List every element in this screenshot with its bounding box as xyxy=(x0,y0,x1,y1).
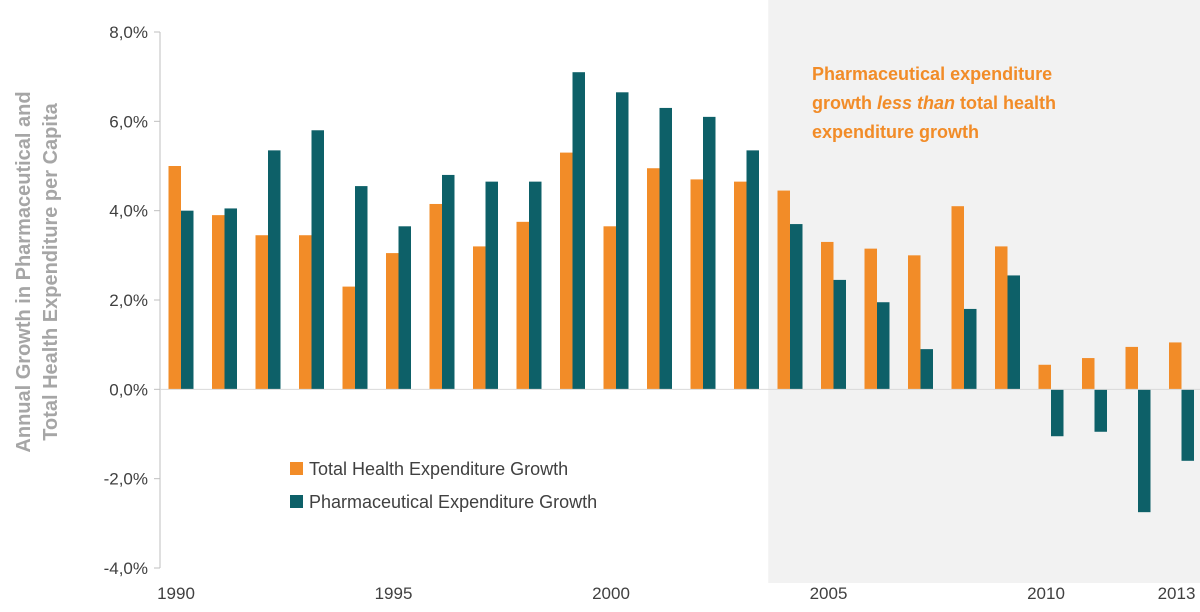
bar-pharma-2000 xyxy=(616,92,629,390)
bar-pharma-2005 xyxy=(833,279,846,390)
legend-label: Pharmaceutical Expenditure Growth xyxy=(309,492,597,512)
annotation-line: expenditure growth xyxy=(812,122,979,142)
bar-pharma-1994 xyxy=(355,186,368,390)
bar-total-health-2007 xyxy=(908,255,921,390)
bar-pharma-1990 xyxy=(181,210,194,390)
y-axis-title-line: Total Health Expenditure per Capita xyxy=(40,102,62,440)
bar-total-health-2012 xyxy=(1125,346,1138,390)
y-tick-label: 4,0% xyxy=(109,202,148,221)
bar-pharma-2002 xyxy=(703,116,716,390)
bar-pharma-1996 xyxy=(442,174,455,390)
series-total-health xyxy=(168,152,1182,390)
annotation-segment: growth xyxy=(812,93,877,113)
annotation: Pharmaceutical expenditure growth less th… xyxy=(812,64,1056,142)
bar-total-health-2010 xyxy=(1038,364,1051,390)
bar-total-health-1994 xyxy=(342,286,355,390)
y-axis-title-line: Annual Growth in Pharmaceutical and xyxy=(13,91,35,452)
legend-swatch xyxy=(290,495,303,508)
bar-total-health-2001 xyxy=(647,168,660,390)
bar-pharma-2006 xyxy=(877,302,890,390)
bar-pharma-1998 xyxy=(529,181,542,390)
bar-pharma-2003 xyxy=(746,150,759,390)
y-tick-label: 6,0% xyxy=(109,112,148,131)
legend-label: Total Health Expenditure Growth xyxy=(309,459,568,479)
x-tick-label: 2013 xyxy=(1158,584,1196,603)
bar-total-health-2003 xyxy=(734,181,747,390)
bar-pharma-2013 xyxy=(1181,389,1194,461)
y-tick-label: 8,0% xyxy=(109,23,148,42)
bar-pharma-1991 xyxy=(224,208,237,390)
x-tick-label: 1990 xyxy=(157,584,195,603)
x-tick-label: 2000 xyxy=(592,584,630,603)
bars xyxy=(168,72,1194,513)
bar-total-health-1990 xyxy=(168,166,181,390)
bar-total-health-2004 xyxy=(777,190,790,390)
annotation-emphasis: less than xyxy=(877,93,955,113)
legend: Total Health Expenditure Growth Pharmaceu… xyxy=(290,459,597,512)
y-tick-label: 0,0% xyxy=(109,380,148,399)
bar-total-health-2006 xyxy=(864,248,877,390)
bar-total-health-2008 xyxy=(951,206,964,390)
bar-total-health-1991 xyxy=(212,215,225,390)
bar-pharma-2007 xyxy=(920,349,933,390)
y-axis: 8,0% 6,0% 4,0% 2,0% 0,0% -2,0% -4,0% xyxy=(104,23,161,578)
bar-pharma-1993 xyxy=(311,130,324,390)
bar-total-health-1992 xyxy=(255,235,268,390)
bar-pharma-2011 xyxy=(1094,389,1107,432)
series-pharmaceutical xyxy=(181,72,1194,513)
bar-total-health-2011 xyxy=(1082,358,1095,390)
y-tick-label: 2,0% xyxy=(109,291,148,310)
bar-total-health-1999 xyxy=(560,152,573,390)
x-tick-label: 1995 xyxy=(375,584,413,603)
bar-total-health-1996 xyxy=(429,203,442,390)
x-tick-label: 2005 xyxy=(810,584,848,603)
annotation-segment: expenditure growth xyxy=(812,122,979,142)
bar-total-health-2000 xyxy=(603,226,616,390)
bar-pharma-1992 xyxy=(268,150,281,390)
annotation-line: Pharmaceutical expenditure xyxy=(812,64,1052,84)
bar-total-health-2009 xyxy=(995,246,1008,390)
bar-pharma-2004 xyxy=(790,224,803,390)
bar-total-health-2005 xyxy=(821,241,834,390)
legend-swatch xyxy=(290,462,303,475)
y-tick-label: -4,0% xyxy=(104,559,148,578)
bar-total-health-1997 xyxy=(473,246,486,390)
y-axis-title: Annual Growth in Pharmaceutical and Total… xyxy=(13,91,62,452)
x-axis: 1990 1995 2000 2005 2010 2013 xyxy=(157,388,1200,603)
bar-pharma-2009 xyxy=(1007,275,1020,390)
bar-total-health-1993 xyxy=(299,235,312,390)
bar-total-health-2013 xyxy=(1169,342,1182,390)
bar-total-health-1998 xyxy=(516,221,529,390)
bar-pharma-1997 xyxy=(485,181,498,390)
bar-pharma-2001 xyxy=(659,107,672,390)
bar-total-health-1995 xyxy=(386,253,399,390)
y-tick-label: -2,0% xyxy=(104,470,148,489)
annotation-segment: Pharmaceutical expenditure xyxy=(812,64,1052,84)
x-tick-label: 2010 xyxy=(1027,584,1065,603)
bar-pharma-2008 xyxy=(964,308,977,390)
bar-pharma-2012 xyxy=(1138,389,1151,513)
annotation-segment: total health xyxy=(955,93,1056,113)
annotation-line: growth less than total health xyxy=(812,93,1056,113)
bar-total-health-2002 xyxy=(690,179,703,390)
bar-pharma-2010 xyxy=(1051,389,1064,437)
bar-pharma-1995 xyxy=(398,226,411,390)
bar-pharma-1999 xyxy=(572,72,585,390)
